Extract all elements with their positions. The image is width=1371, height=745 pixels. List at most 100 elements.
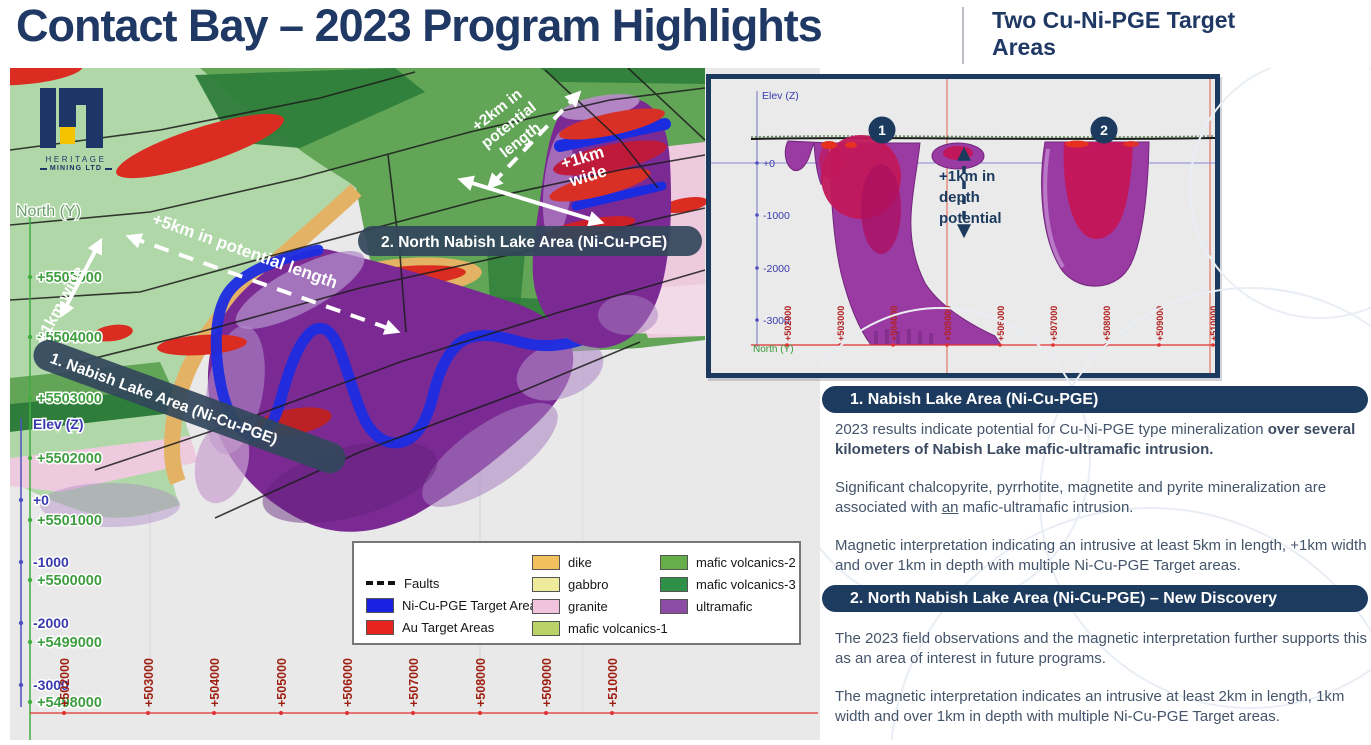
svg-text:+5498000: +5498000 <box>37 695 102 711</box>
page-subtitle: Two Cu-Ni-PGE Target Areas <box>992 7 1236 61</box>
svg-text:+507000: +507000 <box>407 658 421 707</box>
area2-pill: 2. North Nabish Lake Area (Ni-Cu-PGE) <box>358 226 702 256</box>
legend-item-mafic-volcanics-2: mafic volcanics-2 <box>660 551 796 573</box>
marker-1-badge <box>868 116 896 144</box>
heritage-mining-logo: HERITAGE MINING LTD <box>40 88 112 172</box>
svg-text:+5501000: +5501000 <box>37 513 102 529</box>
svg-text:-2000: -2000 <box>763 263 790 275</box>
logo-name: HERITAGE <box>45 155 107 164</box>
svg-text:-2000: -2000 <box>33 615 69 631</box>
svg-text:2: 2 <box>1100 122 1108 138</box>
wide-north-arrow <box>457 175 605 227</box>
svg-text:+506000: +506000 <box>341 658 355 707</box>
svg-text:+503000: +503000 <box>836 306 846 341</box>
svg-text:+506000: +506000 <box>996 306 1006 341</box>
section1-paragraph-2: Significant chalcopyrite, pyrrhotite, ma… <box>835 478 1327 517</box>
svg-text:+1km in: +1km in <box>939 168 995 185</box>
page-title: Contact Bay – 2023 Program Highlights <box>16 0 823 51</box>
mafic-volcanics-2-swatch <box>660 554 688 570</box>
marker-2-badge <box>1090 116 1118 144</box>
svg-text:+5503000: +5503000 <box>37 391 102 407</box>
svg-text:+5500000: +5500000 <box>37 573 102 589</box>
mafic-volcanics-1-swatch <box>532 620 560 636</box>
gabbro-swatch <box>532 576 560 592</box>
section2-paragraph-2: The magnetic interpretation indicates an… <box>835 687 1345 726</box>
svg-text:+5502000: +5502000 <box>37 451 102 467</box>
inset-elev-label: Elev (Z) <box>762 90 799 102</box>
title-divider <box>962 7 964 64</box>
legend-item-granite: granite <box>532 595 608 617</box>
map-geology-layers <box>10 68 820 740</box>
inset-north-label: North (Y) <box>753 344 794 355</box>
svg-text:-3000: -3000 <box>33 677 69 693</box>
elev-labels: Elev (Z) +0 -1000 -2000 -3000 <box>32 415 86 695</box>
svg-text:2. North Nabish Lake Area (Ni-: 2. North Nabish Lake Area (Ni-Cu-PGE) <box>381 234 667 251</box>
depth-note: +1km in depth potential <box>939 168 1002 227</box>
svg-text:-1000: -1000 <box>33 554 69 570</box>
svg-text:+504000: +504000 <box>889 306 899 341</box>
wide-left-arrow <box>59 237 103 319</box>
inset-easting-ticks: +502000 +503000 +504000 +505000 +506000 … <box>783 306 1219 341</box>
cross-section-inset: Elev (Z) +0 -1000 -2000 -3000 +502000 +5… <box>706 74 1220 378</box>
legend-item-faults: Faults <box>366 572 439 594</box>
legend-item-mafic-volcanics-1: mafic volcanics-1 <box>532 617 668 639</box>
logo-suffix: MINING LTD <box>40 165 112 172</box>
section2-paragraph-1: The 2023 field observations and the magn… <box>835 630 1367 668</box>
section2-body: The 2023 field observations and the magn… <box>835 629 1368 745</box>
legend-item-ni-cu-pge: Ni-Cu-PGE Target Areas <box>366 594 543 616</box>
legend-item-dike: dike <box>532 551 592 573</box>
svg-text:+503000: +503000 <box>142 658 156 707</box>
map-axes: +5505000 +5504000 +5503000 +5502000 +550… <box>15 202 818 740</box>
svg-text:+505000: +505000 <box>943 306 953 341</box>
inset-elev-ticks: +0 -1000 -2000 -3000 <box>763 158 790 327</box>
svg-text:-3000: -3000 <box>763 315 790 327</box>
svg-text:depth: depth <box>939 189 980 206</box>
svg-text:1: 1 <box>878 122 886 138</box>
svg-text:Elev (Z): Elev (Z) <box>33 416 84 432</box>
svg-text:+505000: +505000 <box>275 658 289 707</box>
logo-mark <box>40 88 103 148</box>
easting-labels: +502000 +503000 +504000 +505000 +506000 … <box>58 658 620 707</box>
map-legend: Faults Ni-Cu-PGE Target Areas Au Target … <box>352 541 801 645</box>
legend-item-au: Au Target Areas <box>366 616 494 638</box>
section2-heading: 2. North Nabish Lake Area (Ni-Cu-PGE) – … <box>850 590 1278 607</box>
intrusive-body-2 <box>1041 140 1150 287</box>
section2-heading-pill: 2. North Nabish Lake Area (Ni-Cu-PGE) – … <box>822 585 1368 612</box>
svg-text:+502000: +502000 <box>58 658 72 707</box>
mafic-volcanics-3-swatch <box>660 576 688 592</box>
svg-text:+510000: +510000 <box>606 658 620 707</box>
svg-text:potential: potential <box>939 210 1002 227</box>
ultramafic-swatch <box>660 598 688 614</box>
svg-text:+5499000: +5499000 <box>37 635 102 651</box>
cross-section-plot: Elev (Z) +0 -1000 -2000 -3000 +502000 +5… <box>711 79 1219 373</box>
svg-text:+509000: +509000 <box>540 658 554 707</box>
section1-heading-pill: 1. Nabish Lake Area (Ni-Cu-PGE) <box>822 386 1368 413</box>
section1-heading: 1. Nabish Lake Area (Ni-Cu-PGE) <box>850 391 1099 408</box>
section1-paragraph-3: Magnetic interpretation indicating an in… <box>835 536 1367 574</box>
svg-text:+510000: +510000 <box>1209 306 1215 341</box>
dike-swatch <box>532 554 560 570</box>
svg-text:+507000: +507000 <box>1049 306 1059 341</box>
section1-paragraph-1: 2023 results indicate potential for Cu-N… <box>835 421 1356 459</box>
svg-text:+0: +0 <box>763 158 775 170</box>
svg-text:+508000: +508000 <box>1102 306 1112 341</box>
legend-item-gabbro: gabbro <box>532 573 608 595</box>
section1-body: 2023 results indicate potential for Cu-N… <box>835 420 1368 593</box>
svg-text:+502000: +502000 <box>783 306 793 341</box>
svg-text:+509000: +509000 <box>1155 306 1165 341</box>
svg-text:+0: +0 <box>33 492 49 508</box>
map-north-label: North (Y) <box>16 203 81 220</box>
svg-text:+504000: +504000 <box>208 658 222 707</box>
length5-arrow <box>125 233 401 335</box>
granite-swatch <box>532 598 560 614</box>
svg-text:+508000: +508000 <box>474 658 488 707</box>
faults-swatch <box>366 581 396 585</box>
ni-cu-pge-swatch <box>366 597 394 613</box>
surface-line <box>750 137 1216 140</box>
intrusive-body-1 <box>784 135 1002 346</box>
svg-text:-1000: -1000 <box>763 210 790 222</box>
legend-item-mafic-volcanics-3: mafic volcanics-3 <box>660 573 796 595</box>
au-swatch <box>366 619 394 635</box>
